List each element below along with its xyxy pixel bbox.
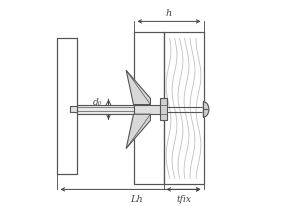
- Bar: [160, 99, 167, 121]
- Bar: [77, 105, 135, 114]
- Text: Lh: Lh: [130, 194, 143, 203]
- Bar: [57, 39, 77, 174]
- Bar: [71, 107, 77, 113]
- Bar: [135, 33, 164, 185]
- Text: h: h: [166, 9, 172, 18]
- Polygon shape: [126, 115, 150, 149]
- Bar: [164, 33, 204, 185]
- Bar: [135, 105, 164, 114]
- Text: d₀: d₀: [93, 97, 102, 106]
- Bar: [57, 39, 77, 174]
- Bar: [135, 33, 164, 185]
- Bar: [164, 33, 204, 185]
- Polygon shape: [204, 102, 209, 117]
- Polygon shape: [126, 71, 150, 105]
- Text: tfix: tfix: [176, 194, 191, 203]
